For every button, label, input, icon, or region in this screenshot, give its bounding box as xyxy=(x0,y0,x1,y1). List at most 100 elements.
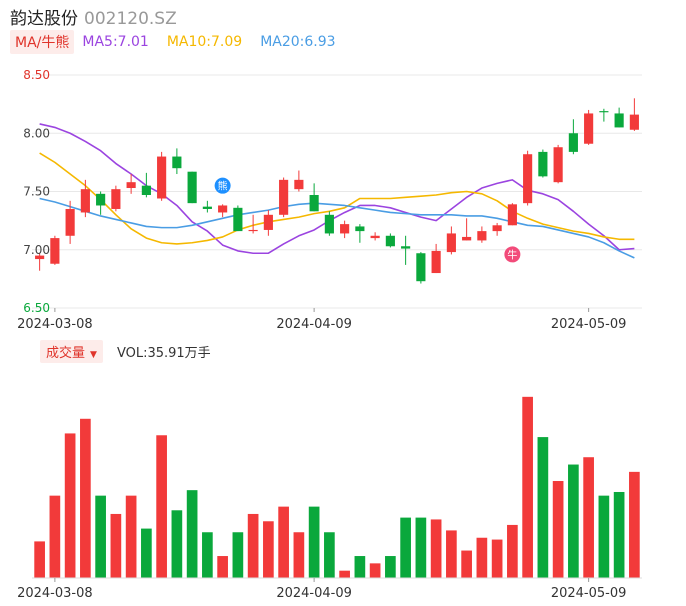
volume-bar xyxy=(125,495,137,578)
ma-line-ma20 xyxy=(39,197,635,259)
candle-body xyxy=(370,235,380,239)
price-x-tick-label: 2024-05-09 xyxy=(551,317,627,332)
volume-x-tick-label: 2024-03-08 xyxy=(17,586,93,601)
volume-value: VOL:35.91万手 xyxy=(116,345,211,361)
volume-bar xyxy=(156,435,167,578)
candle-body xyxy=(431,250,441,274)
volume-x-tick-label: 2024-04-09 xyxy=(276,586,352,601)
volume-bar xyxy=(400,517,411,578)
volume-bar xyxy=(476,537,488,578)
candle-body xyxy=(477,231,487,241)
signal-badge-circle xyxy=(504,246,521,263)
candle-body xyxy=(416,253,426,282)
candle-body xyxy=(553,147,563,183)
ma20-label: MA20:6.93 xyxy=(260,34,336,50)
volume-bar xyxy=(491,539,503,578)
candle-body xyxy=(538,151,548,177)
ma-legend: MA/牛熊 MA5:7.01 MA10:7.09 MA20:6.93 xyxy=(10,30,354,54)
candle-body xyxy=(172,156,182,169)
volume-bar xyxy=(141,528,152,578)
stock-name: 韵达股份 xyxy=(10,9,78,29)
volume-bar xyxy=(537,437,549,578)
candle-body xyxy=(462,236,472,241)
signal-badge-label: 熊 xyxy=(218,180,228,193)
candle-body xyxy=(35,255,45,260)
volume-indicator-selector[interactable]: 成交量 ▼ xyxy=(40,339,103,363)
volume-bar xyxy=(354,556,366,578)
price-x-tick-label: 2024-03-08 xyxy=(17,317,93,332)
candle-body xyxy=(96,193,106,206)
volume-bar xyxy=(583,457,594,578)
volume-bar xyxy=(522,396,533,578)
volume-bar xyxy=(415,517,427,578)
volume-bar xyxy=(186,490,198,578)
stock-code: 002120.SZ xyxy=(84,9,177,29)
candle-body xyxy=(492,225,502,232)
candle-body xyxy=(233,207,243,232)
volume-bar xyxy=(385,556,396,578)
candle-body xyxy=(80,189,90,213)
volume-bar xyxy=(293,532,305,578)
volume-bar xyxy=(430,519,442,578)
candle-body xyxy=(568,133,578,152)
stock-header: 韵达股份 002120.SZ xyxy=(10,4,177,29)
candle-body xyxy=(111,189,121,209)
candle-body xyxy=(355,226,365,232)
candle-body xyxy=(324,214,334,234)
candle-body xyxy=(50,238,60,264)
candle-body xyxy=(584,113,594,144)
candle-body xyxy=(401,246,411,249)
ma-line-ma10 xyxy=(39,152,635,245)
candle-body xyxy=(248,229,258,232)
candle-body xyxy=(629,114,639,130)
price-tick-label: 8.50 xyxy=(23,68,50,82)
volume-bar xyxy=(568,464,579,578)
candle-body xyxy=(523,154,533,204)
price-tick-label: 8.00 xyxy=(23,126,50,140)
volume-bar xyxy=(339,570,350,578)
volume-x-tick-label: 2024-05-09 xyxy=(551,586,627,601)
candle-body xyxy=(126,182,136,189)
volume-bar xyxy=(247,513,259,578)
candle-body xyxy=(340,224,350,234)
ma5-label: MA5:7.01 xyxy=(82,34,149,50)
volume-bar xyxy=(232,532,244,578)
candle-body xyxy=(446,233,456,253)
candle-body xyxy=(599,111,609,113)
volume-bar xyxy=(110,513,122,578)
volume-bar xyxy=(34,541,45,578)
volume-bar xyxy=(263,521,274,578)
volume-bar xyxy=(49,495,61,578)
candle-body xyxy=(279,179,289,215)
price-tick-label: 7.50 xyxy=(23,185,50,199)
candle-body xyxy=(385,235,395,247)
ma-indicator-selector[interactable]: MA/牛熊 xyxy=(10,30,75,54)
price-tick-label: 7.00 xyxy=(23,243,50,257)
volume-bar xyxy=(324,532,335,578)
volume-bar xyxy=(629,471,640,578)
price-tick-label: 6.50 xyxy=(23,301,50,315)
volume-bar xyxy=(217,556,228,578)
candle-body xyxy=(294,179,304,190)
candle-body xyxy=(614,113,624,128)
ma-line-ma5 xyxy=(39,123,635,255)
volume-bar xyxy=(80,418,91,578)
volume-legend: 成交量 ▼ VOL:35.91万手 xyxy=(40,339,211,363)
volume-bar xyxy=(507,524,518,578)
ma10-label: MA10:7.09 xyxy=(166,34,243,50)
volume-bar xyxy=(95,495,106,578)
volume-bar xyxy=(552,481,564,578)
caret-down-icon: ▼ xyxy=(90,349,97,360)
volume-bar xyxy=(461,550,472,578)
volume-bar xyxy=(613,491,625,578)
volume-bar xyxy=(598,495,610,578)
candle-body xyxy=(187,171,197,204)
candle-body xyxy=(218,205,228,213)
volume-bar xyxy=(446,530,457,578)
volume-bar xyxy=(308,506,320,578)
volume-bar xyxy=(278,506,289,578)
candle-body xyxy=(309,194,319,212)
volume-bar xyxy=(369,563,381,578)
candle-body xyxy=(65,208,75,236)
